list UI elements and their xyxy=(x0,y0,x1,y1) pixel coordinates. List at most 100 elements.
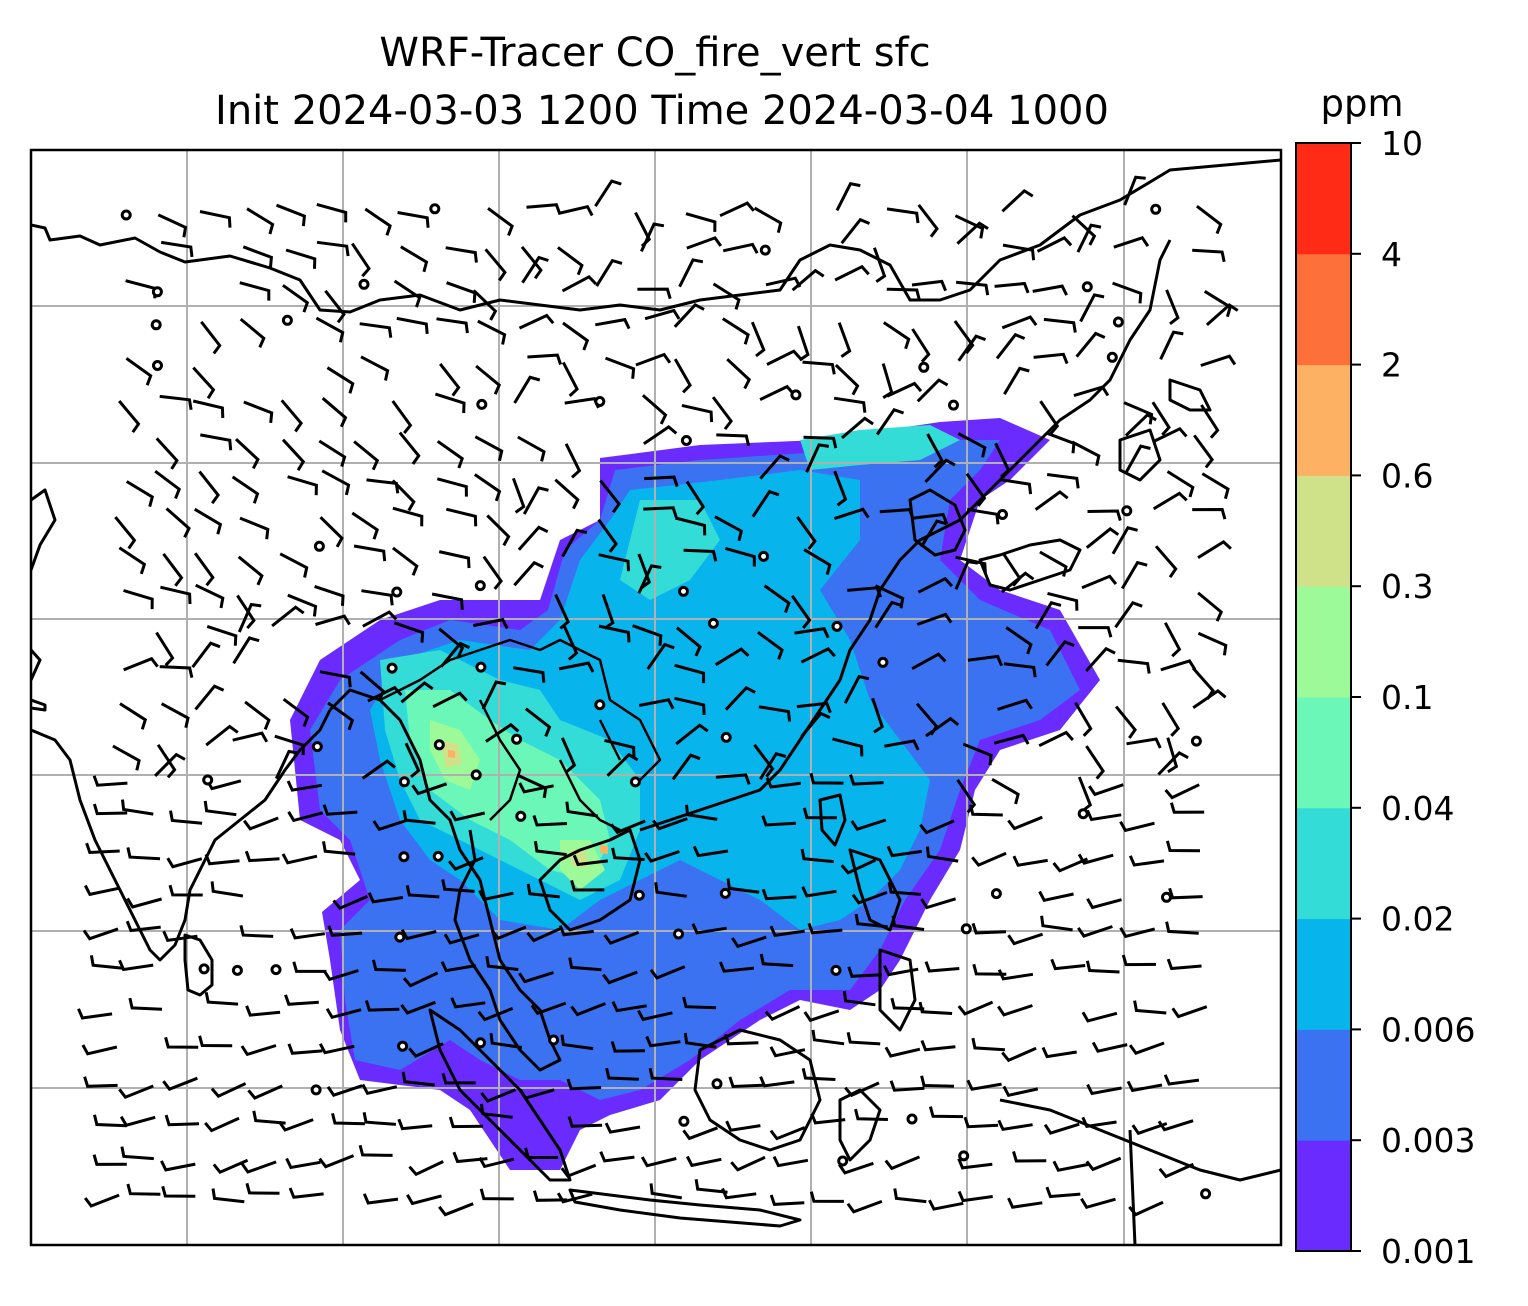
wind-barb xyxy=(560,1163,597,1178)
wind-barb xyxy=(1201,472,1230,500)
wind-barb xyxy=(396,316,429,335)
wind-barb xyxy=(554,478,580,510)
wind-barb xyxy=(886,207,920,224)
calm-circle xyxy=(707,617,719,629)
wind-barb xyxy=(1071,440,1101,467)
wind-barb xyxy=(769,925,805,937)
tracer-band-8b xyxy=(600,845,608,854)
wind-barb xyxy=(911,279,947,292)
colorbar-segment xyxy=(1296,1140,1351,1252)
wind-barb xyxy=(439,362,461,397)
wind-barb xyxy=(759,1076,795,1088)
wind-barb xyxy=(316,202,348,223)
wind-barb xyxy=(724,1033,759,1046)
wind-barb xyxy=(271,605,305,628)
wind-barb xyxy=(683,548,718,562)
wind-barb xyxy=(518,313,555,330)
calm-circle xyxy=(997,509,1008,520)
wind-barb xyxy=(400,928,437,941)
wind-barb xyxy=(889,1080,925,1092)
wind-barb xyxy=(967,654,1003,667)
wind-barb xyxy=(123,589,154,610)
wind-barb xyxy=(966,1079,1002,1091)
wind-barb xyxy=(632,624,663,646)
calm-circle xyxy=(429,203,441,215)
wind-barb xyxy=(810,1113,846,1125)
calm-circle xyxy=(475,661,487,673)
wind-barb xyxy=(169,810,203,825)
wind-barb xyxy=(315,614,351,626)
wind-barb xyxy=(925,716,960,738)
wind-barb xyxy=(635,352,672,367)
calm-circle xyxy=(310,1084,322,1096)
wind-barb xyxy=(284,994,319,1006)
wind-barb xyxy=(1123,401,1154,425)
wind-barb xyxy=(675,516,707,536)
wind-barb xyxy=(761,815,796,827)
calm-circle xyxy=(906,1113,918,1125)
title-line-1: WRF-Tracer CO_fire_vert sfc xyxy=(379,30,930,76)
wind-barb xyxy=(1033,352,1069,365)
wind-barb xyxy=(162,552,184,587)
wind-barb xyxy=(400,245,429,273)
wind-barb xyxy=(287,811,324,823)
coastline-borneo xyxy=(693,1028,822,1152)
wind-barb xyxy=(287,475,318,496)
wind-barb xyxy=(397,211,430,228)
wind-barb xyxy=(490,925,527,941)
wind-barb xyxy=(123,656,159,672)
wind-barb xyxy=(800,647,837,664)
wind-barb xyxy=(957,1190,993,1203)
wind-barb xyxy=(637,1009,673,1022)
wind-barb xyxy=(871,697,884,734)
calm-circle xyxy=(548,1034,560,1046)
wind-barb xyxy=(916,612,953,626)
colorbar-segment xyxy=(1296,807,1351,920)
wind-barb xyxy=(234,438,260,470)
wind-barb xyxy=(750,321,766,358)
wind-barb xyxy=(85,842,120,855)
wind-barb xyxy=(598,553,630,572)
wind-barb xyxy=(443,933,480,945)
wind-barb xyxy=(879,508,915,520)
wind-barb xyxy=(843,674,870,704)
wind-barb xyxy=(751,489,780,518)
wind-barb xyxy=(561,528,588,558)
wind-barb xyxy=(971,1037,1005,1052)
wind-barb xyxy=(411,782,448,796)
wind-barb xyxy=(1081,574,1118,590)
wind-barb xyxy=(93,1114,127,1128)
wind-barb xyxy=(478,1156,515,1169)
wind-barb xyxy=(1085,1156,1122,1172)
calm-circle xyxy=(394,931,406,943)
calm-circle xyxy=(475,1037,486,1049)
wind-barb xyxy=(847,966,882,978)
wind-barb xyxy=(721,1187,757,1200)
wind-barb xyxy=(604,1122,641,1134)
calm-circle xyxy=(948,399,959,411)
wind-barb xyxy=(809,772,844,785)
wind-barb xyxy=(682,996,717,1010)
tracer-band-4b xyxy=(800,425,960,470)
wind-barb xyxy=(686,236,723,250)
wind-barb xyxy=(674,663,706,684)
wind-barb xyxy=(1128,855,1165,867)
wind-barb xyxy=(192,399,225,418)
wind-barb xyxy=(1043,1122,1080,1135)
calm-circles xyxy=(120,203,1212,1200)
calm-circle xyxy=(680,435,692,446)
colorbar-tick-label: 0.001 xyxy=(1381,1232,1475,1271)
wind-barb xyxy=(473,473,502,502)
wind-barb xyxy=(1128,1041,1165,1055)
wind-barb xyxy=(319,670,352,688)
wind-barb xyxy=(1036,236,1073,253)
wind-barb xyxy=(602,970,638,985)
wind-barb xyxy=(957,334,987,362)
wind-barb xyxy=(400,1000,436,1015)
wind-barb xyxy=(911,328,931,363)
wind-barb xyxy=(440,641,471,668)
wind-barb xyxy=(803,435,838,449)
wind-barb xyxy=(997,698,1033,711)
wind-barb xyxy=(517,525,549,551)
wind-barb xyxy=(1007,1197,1043,1209)
